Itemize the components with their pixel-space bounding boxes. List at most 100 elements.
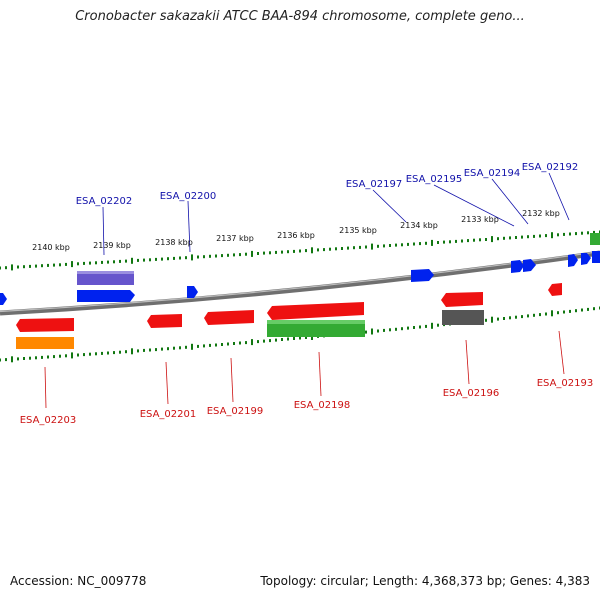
scale-tick-major	[311, 247, 313, 254]
scale-tick-minor	[509, 236, 511, 240]
scale-tick-minor	[587, 307, 589, 311]
scale-tick-minor	[197, 255, 199, 259]
scale-tick-minor	[407, 242, 409, 246]
scale-tick-minor	[563, 232, 565, 236]
scale-tick-minor	[155, 257, 157, 261]
scale-tick-minor	[509, 316, 511, 320]
scale-tick-minor	[47, 355, 49, 359]
scale-tick-minor	[395, 243, 397, 247]
scale-tick-minor	[59, 354, 61, 358]
scale-tick-minor	[467, 239, 469, 243]
gene-label-forward[interactable]: ESA_02197	[346, 179, 403, 190]
scale-tick-minor	[161, 257, 163, 261]
scale-tick-minor	[383, 328, 385, 332]
kbp-label: 2138 kbp	[155, 238, 193, 247]
feature-forward-cds[interactable]	[0, 293, 7, 305]
scale-tick-minor	[401, 243, 403, 247]
scale-tick-minor	[389, 244, 391, 247]
scale-tick-minor	[17, 357, 19, 361]
scale-tick-minor	[557, 311, 559, 315]
scale-tick-minor	[365, 245, 367, 249]
scale-tick-minor	[269, 339, 271, 343]
gene-label-reverse[interactable]: ESA_02196	[443, 388, 500, 399]
scale-tick-minor	[269, 251, 271, 255]
scale-tick-minor	[47, 263, 49, 267]
scale-tick-minor	[497, 317, 499, 321]
scale-tick-minor	[167, 347, 169, 351]
feature-forward-cds[interactable]	[581, 253, 591, 265]
scale-tick-minor	[221, 254, 223, 258]
kbp-label: 2139 kbp	[93, 241, 131, 250]
scale-tick-minor	[35, 264, 37, 268]
kbp-label: 2137 kbp	[216, 234, 254, 243]
scale-tick-minor	[257, 340, 259, 344]
feature-orange[interactable]	[16, 337, 74, 349]
feature-reverse-cds[interactable]	[147, 314, 182, 328]
label-connectors	[44, 172, 570, 409]
scale-tick-minor	[59, 263, 61, 267]
feature-forward-cds[interactable]	[187, 286, 198, 298]
gene-label-forward[interactable]: ESA_02195	[406, 174, 463, 185]
scale-tick-minor	[575, 232, 577, 236]
gene-label-reverse[interactable]: ESA_02193	[537, 378, 594, 389]
scale-tick-minor	[419, 325, 421, 329]
feature-reverse-cds[interactable]	[204, 310, 254, 325]
scale-tick-major	[431, 239, 433, 246]
scale-tick-minor	[107, 351, 109, 355]
scale-tick-minor	[569, 309, 571, 313]
gene-label-forward[interactable]: ESA_02202	[76, 196, 133, 207]
scale-tick-minor	[581, 231, 583, 235]
scale-tick-major	[431, 322, 433, 329]
feature-dark-gray[interactable]	[442, 310, 484, 325]
scale-tick-minor	[407, 326, 409, 330]
gene-label-reverse[interactable]: ESA_02203	[20, 415, 77, 426]
feature-purple[interactable]	[77, 271, 134, 285]
scale-tick-minor	[65, 354, 67, 358]
scale-tick-minor	[593, 230, 595, 234]
scale-tick-minor	[449, 240, 451, 244]
scale-tick-minor	[437, 241, 439, 244]
gene-label-forward[interactable]: ESA_02192	[522, 162, 579, 173]
feature-green[interactable]	[590, 233, 600, 245]
scale-tick-minor	[383, 244, 385, 248]
scale-tick-minor	[5, 266, 7, 270]
scale-tick-minor	[245, 341, 247, 345]
feature-reverse-cds[interactable]	[267, 302, 364, 320]
gene-label-reverse[interactable]: ESA_02199	[207, 406, 264, 417]
gene-label-forward[interactable]: ESA_02194	[464, 168, 521, 179]
scale-tick-minor	[167, 257, 169, 261]
gene-label-forward[interactable]: ESA_02200	[160, 191, 217, 202]
feature-forward-cds[interactable]	[592, 251, 600, 263]
feature-forward-cds[interactable]	[77, 290, 135, 302]
scale-tick-minor	[227, 342, 229, 346]
feature-green[interactable]	[267, 320, 365, 337]
feature-green-shade	[267, 320, 365, 324]
scale-tick-minor	[503, 236, 505, 240]
scale-tick-minor	[569, 232, 571, 236]
feature-forward-cds[interactable]	[511, 260, 524, 273]
kbp-label: 2132 kbp	[522, 209, 560, 218]
feature-reverse-cds[interactable]	[16, 318, 74, 332]
scale-tick-minor	[137, 258, 139, 262]
feature-reverse-cds[interactable]	[441, 292, 483, 307]
scale-tick-minor	[263, 339, 265, 343]
scale-tick-minor	[515, 315, 517, 319]
gene-label-reverse[interactable]: ESA_02198	[294, 400, 351, 411]
scale-tick-minor	[119, 259, 121, 263]
scale-tick-minor	[437, 323, 439, 327]
scale-tick-minor	[53, 263, 55, 267]
gene-label-reverse[interactable]: ESA_02201	[140, 409, 197, 420]
scale-tick-minor	[179, 256, 181, 260]
feature-forward-cds[interactable]	[568, 254, 578, 267]
scale-tick-minor	[185, 256, 187, 260]
scale-tick-minor	[173, 256, 175, 260]
feature-forward-cds[interactable]	[523, 259, 536, 272]
scale-tick-minor	[149, 258, 151, 262]
scale-tick-minor	[473, 238, 475, 242]
scale-tick-minor	[341, 247, 343, 250]
scale-tick-minor	[257, 252, 259, 255]
feature-forward-cds[interactable]	[411, 269, 434, 282]
feature-reverse-cds[interactable]	[548, 283, 562, 296]
scale-tick-minor	[203, 344, 205, 348]
